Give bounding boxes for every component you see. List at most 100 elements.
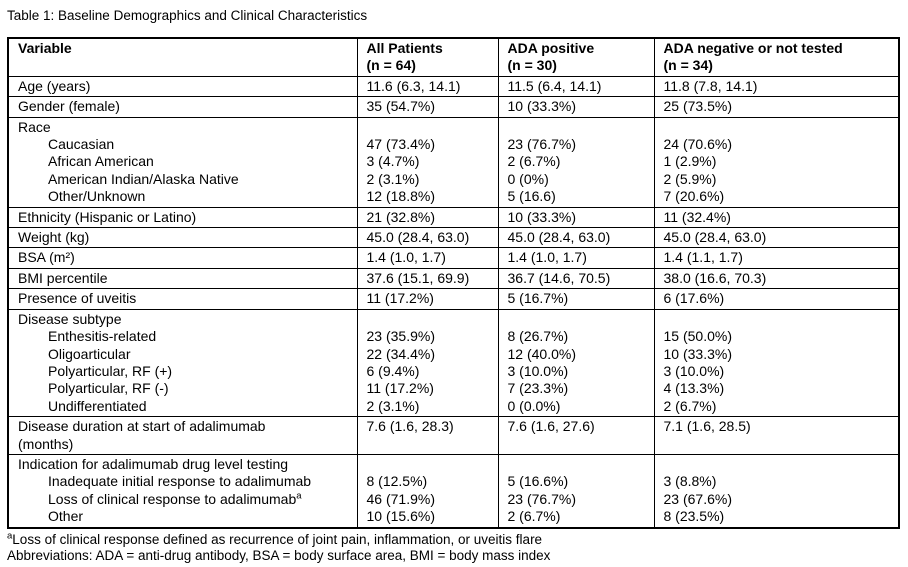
cell-line: 12 (18.8%) [366, 188, 435, 205]
cell-line: 5 (16.6) [507, 188, 556, 205]
variable-cell: Disease duration at start of adalimumab(… [7, 416, 358, 455]
cell-line: 11.6 (6.3, 14.1) [366, 77, 461, 94]
header-row: Variable All Patients (n = 64) ADA positiv… [7, 37, 900, 77]
cell-line: 11 (17.2%) [366, 380, 434, 397]
cell-line [508, 119, 648, 136]
demographics-table: Variable All Patients (n = 64) ADA positiv… [7, 37, 900, 529]
cell-line [367, 311, 492, 328]
table-row: BMI percentile 37.6 (15.1, 69.9) 36.7 (14.… [7, 267, 900, 290]
cell-line [18, 57, 351, 74]
cell-line: 36.7 (14.6, 70.5) [507, 269, 611, 286]
cell-line: 2 (6.7%) [663, 397, 717, 414]
cell-line: 0 (0.0%) [507, 397, 561, 414]
cell-line: Variable [18, 40, 72, 56]
cell-line [664, 456, 893, 473]
superscript-marker: a [7, 530, 13, 542]
value-cell: 1.4 (1.0, 1.7) [356, 247, 499, 269]
superscript-marker: a [296, 490, 302, 502]
cell-line: 24 (70.6%) [663, 136, 732, 153]
page: Table 1: Baseline Demographics and Clini… [7, 8, 900, 564]
cell-line: 23 (67.6%) [663, 490, 732, 507]
cell-line: 38.0 (16.6, 70.3) [663, 269, 767, 286]
cell-line [508, 311, 648, 328]
cell-line [367, 456, 492, 473]
footnote: Abbreviations: ADA = anti-drug antibody,… [7, 547, 551, 563]
cell-line [664, 311, 893, 328]
cell-line: 7 (23.3%) [507, 380, 569, 397]
cell-line: Presence of uveitis [18, 290, 137, 307]
table-row: Presence of uveitis 11 (17.2%) 5 (16.7%) 6 … [7, 288, 900, 310]
value-cell: 10 (33.3%) [497, 206, 655, 229]
value-cell: 11.8 (7.8, 14.1) [653, 75, 900, 98]
cell-line: 2 (6.7%) [507, 153, 561, 170]
value-cell: 37.6 (15.1, 69.9) [356, 267, 499, 290]
variable-cell: BSA (m²) [7, 247, 358, 269]
table-row: Age (years) 11.6 (6.3, 14.1) 11.5 (6.4, 14… [7, 75, 900, 98]
cell-line: BSA (m²) [18, 249, 75, 266]
column-header: ADA positive (n = 30) [497, 37, 655, 77]
cell-line: 1.4 (1.0, 1.7) [507, 249, 587, 266]
cell-line: Inadequate initial response to adalimuma… [48, 473, 312, 490]
cell-line: 2 (3.1%) [366, 170, 420, 187]
value-cell: 23 (35.9%) 22 (34.4%) 6 (9.4%) 11 (17.2%) 2 … [356, 308, 499, 418]
table-row: Indication for adalimumab drug level tes… [7, 453, 900, 529]
cell-line: 8 (12.5%) [366, 473, 428, 490]
cell-line: Other [48, 508, 84, 525]
variable-cell: Gender (female) [7, 96, 358, 118]
value-cell: 5 (16.6%) 23 (76.7%) 2 (6.7%) [497, 453, 655, 529]
cell-line: Disease duration at start of adalimumab [18, 418, 266, 435]
table-row: Race Caucasian African American American In… [7, 116, 900, 208]
cell-line: Loss of clinical response to adalimumaba [48, 490, 302, 507]
cell-line: 12 (40.0%) [507, 345, 576, 362]
cell-line: 45.0 (28.4, 63.0) [366, 229, 470, 246]
cell-line: 0 (0%) [507, 170, 549, 187]
cell-line: African American [48, 153, 154, 170]
cell-line: American Indian/Alaska Native [48, 170, 239, 187]
value-cell: 11.6 (6.3, 14.1) [356, 75, 499, 98]
value-cell: 7.6 (1.6, 27.6) [497, 416, 655, 455]
variable-cell: Indication for adalimumab drug level tes… [7, 453, 358, 529]
cell-line: Age (years) [18, 77, 91, 94]
cell-line: Caucasian [48, 136, 115, 153]
cell-line: BMI percentile [18, 269, 108, 286]
cell-line: Undifferentiated [48, 397, 147, 414]
cell-line: 6 (9.4%) [366, 362, 420, 379]
cell-line: Oligoarticular [48, 345, 131, 362]
cell-line: 3 (8.8%) [663, 473, 717, 490]
value-cell: 25 (73.5%) [653, 96, 900, 118]
cell-line: 5 (16.6%) [507, 473, 569, 490]
cell-line: Polyarticular, RF (+) [48, 362, 173, 379]
cell-line: 7.1 (1.6, 28.5) [663, 418, 751, 435]
variable-cell: Presence of uveitis [7, 288, 358, 310]
cell-line: 22 (34.4%) [366, 345, 435, 362]
cell-line: 11 (32.4%) [663, 208, 731, 225]
cell-line: 45.0 (28.4, 63.0) [507, 229, 611, 246]
value-cell: 8 (26.7%) 12 (40.0%) 3 (10.0%) 7 (23.3%) 0 (… [497, 308, 655, 418]
cell-line: 35 (54.7%) [366, 98, 435, 115]
cell-line: 5 (16.7%) [507, 290, 569, 307]
cell-line: 2 (5.9%) [663, 170, 717, 187]
table-row: Disease subtype Enthesitis-related Oligoar… [7, 308, 900, 418]
cell-line: All Patients [366, 40, 443, 56]
value-cell: 1.4 (1.0, 1.7) [497, 247, 655, 269]
cell-line: 11.5 (6.4, 14.1) [507, 77, 602, 94]
cell-line [664, 119, 893, 136]
value-cell: 11 (32.4%) [653, 206, 900, 229]
cell-line: (n = 34) [663, 57, 713, 74]
value-cell: 7.1 (1.6, 28.5) [653, 416, 900, 455]
value-cell: 11 (17.2%) [356, 288, 499, 310]
value-cell: 23 (76.7%) 2 (6.7%) 0 (0%) 5 (16.6) [497, 116, 655, 208]
variable-cell: Age (years) [7, 75, 358, 98]
cell-line: 11.8 (7.8, 14.1) [663, 77, 758, 94]
footnotes: aLoss of clinical response defined as re… [7, 530, 900, 565]
cell-line: 21 (32.8%) [366, 208, 435, 225]
cell-line: 8 (23.5%) [663, 508, 725, 525]
column-header: All Patients (n = 64) [356, 37, 499, 77]
variable-cell: Disease subtype Enthesitis-related Oligoar… [7, 308, 358, 418]
cell-line: 45.0 (28.4, 63.0) [663, 229, 767, 246]
value-cell: 38.0 (16.6, 70.3) [653, 267, 900, 290]
cell-line: ADA positive [507, 40, 595, 56]
cell-line: 3 (4.7%) [366, 153, 420, 170]
cell-line: 23 (76.7%) [507, 490, 576, 507]
cell-line: Other/Unknown [48, 188, 146, 205]
